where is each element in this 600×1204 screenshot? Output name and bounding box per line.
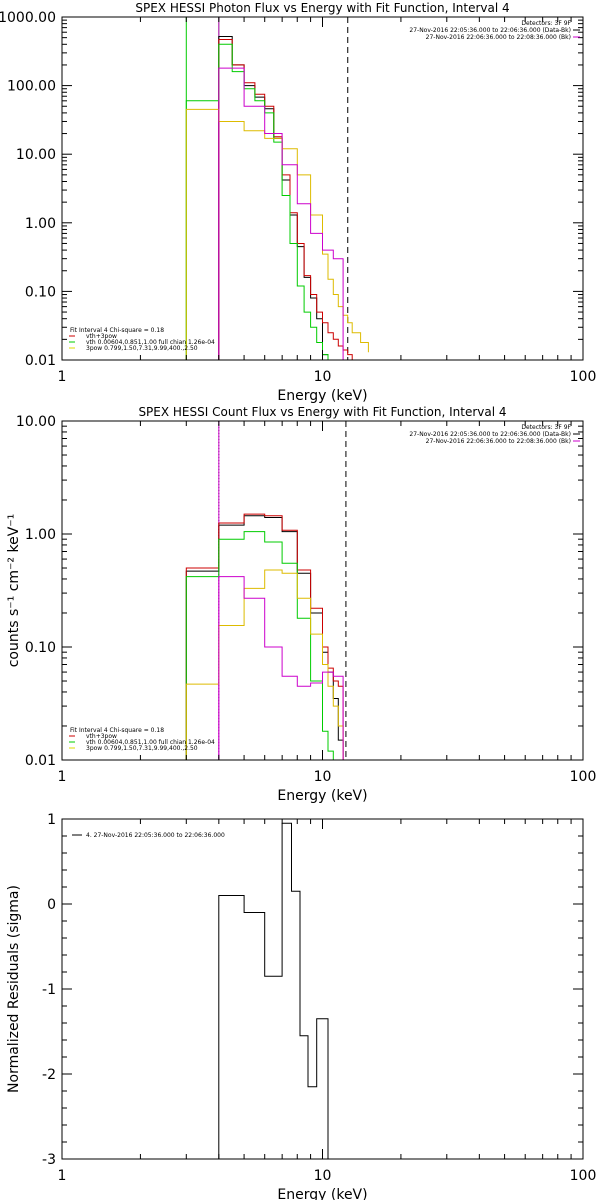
y-tick-label: 0.01 xyxy=(25,753,56,769)
series-line-4 xyxy=(185,569,344,760)
legend-entry: vth+3pow xyxy=(86,733,117,740)
x-tick-label: 100 xyxy=(570,369,597,385)
series-line-5 xyxy=(218,576,344,760)
chart-panel-1: 1 10 100 0.01 0.10 1.00 10.00 100.00 1000.00 SPEX… xyxy=(0,1,596,404)
y-tick-label: -3 xyxy=(42,1152,56,1168)
x-tick-label: 10 xyxy=(314,1168,332,1184)
x-tick-label: 100 xyxy=(570,1168,597,1184)
chart-panel-3: 1 10 100 -3 -2 -1 0 1 Energy (keV) Normalized Res… xyxy=(6,812,597,1203)
legend-entry: vth+3pow xyxy=(86,333,117,340)
y-tick-label: 0.01 xyxy=(25,353,56,369)
legend-entry: Detectors: 3F 9F xyxy=(521,20,571,27)
y-tick-label: 1.00 xyxy=(25,527,56,543)
y-tick-label: 100.00 xyxy=(7,79,56,95)
x-tick-label: 1 xyxy=(58,369,67,385)
x-tick-label: 10 xyxy=(314,369,332,385)
y-tick-label: 0.10 xyxy=(25,640,56,656)
legend-entry: vth 0.00604,0.851,1.00 full chian 1.26e-… xyxy=(86,739,215,746)
x-axis-label: Energy (keV) xyxy=(277,388,367,404)
series-line-4 xyxy=(185,108,369,360)
y-tick-label: -1 xyxy=(42,982,56,998)
chart-title: SPEX HESSI Count Flux vs Energy with Fit… xyxy=(138,405,506,419)
legend-entry: Fit Interval 4 Chi-square = 0.18 xyxy=(70,727,164,734)
legend-entry: 3pow 0.799,1.50,7.31,9.99,400.,2.50 xyxy=(86,745,198,752)
y-tick-label: 0 xyxy=(47,897,56,913)
legend-entry: Detectors: 3F 9F xyxy=(521,424,571,431)
y-tick-label: 10.00 xyxy=(16,414,56,430)
legend-entry: 27-Nov-2016 22:06:36.000 to 22:08:36.000… xyxy=(426,34,571,41)
x-axis-label: Energy (keV) xyxy=(277,788,367,804)
series-line-1 xyxy=(185,515,344,760)
y-axis-label: counts s⁻¹ cm⁻² keV⁻¹ xyxy=(6,514,22,668)
series-line-5 xyxy=(218,67,344,360)
y-tick-label: 1000.00 xyxy=(0,10,56,26)
legend-entry: 27-Nov-2016 22:06:36.000 to 22:08:36.000… xyxy=(426,438,571,445)
legend-entry: Fit Interval 4 Chi-square = 0.18 xyxy=(70,327,164,334)
y-tick-label: 1.00 xyxy=(25,216,56,232)
x-tick-label: 10 xyxy=(314,769,332,785)
chart-panel-2: 1 10 100 0.01 0.10 1.00 10.00 SPEX HESSI Count … xyxy=(6,405,596,804)
x-axis-label: Energy (keV) xyxy=(277,1187,367,1200)
series-line-1 xyxy=(218,822,348,1160)
x-tick-label: 1 xyxy=(58,769,67,785)
x-tick-label: 1 xyxy=(58,1168,67,1184)
legend-entry: 27-Nov-2016 22:05:36.000 to 22:06:36.000… xyxy=(409,27,571,34)
legend-entry: 3pow 0.799,1.50,7.31,9.99,400.,2.50 xyxy=(86,345,198,352)
plot-frame xyxy=(61,818,584,1160)
legend-entry: 4. 27-Nov-2016 22:05:36.000 to 22:06:36.… xyxy=(86,832,225,839)
series-line-2 xyxy=(185,513,344,760)
x-tick-label: 100 xyxy=(570,769,597,785)
y-tick-label: 1 xyxy=(47,812,56,828)
series-line-1 xyxy=(218,36,353,361)
legend-entry: 27-Nov-2016 22:05:36.000 to 22:06:36.000… xyxy=(409,431,571,438)
y-tick-label: 10.00 xyxy=(16,147,56,163)
chart-title: SPEX HESSI Photon Flux vs Energy with Fi… xyxy=(135,1,509,15)
y-tick-label: -2 xyxy=(42,1067,56,1083)
legend-entry: vth 0.00604,0.851,1.00 full chian 1.26e-… xyxy=(86,339,215,346)
y-axis-label: Normalized Residuals (sigma) xyxy=(6,885,22,1093)
plot-frame xyxy=(61,16,584,361)
y-tick-label: 0.10 xyxy=(25,284,56,300)
series-line-2 xyxy=(218,39,369,361)
series-line-3 xyxy=(185,43,344,361)
